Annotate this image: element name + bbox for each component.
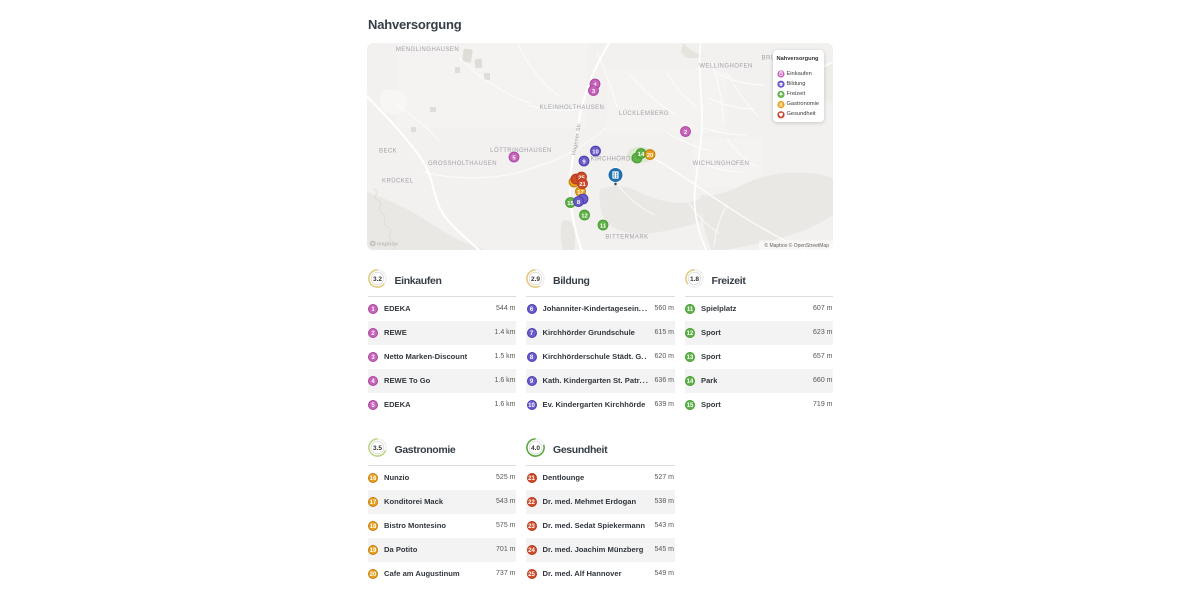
svg-text:2: 2 [684, 130, 688, 136]
svg-text:MENGLINGHAUSEN: MENGLINGHAUSEN [396, 47, 459, 53]
svg-text:LÖTTRINGHAUSEN: LÖTTRINGHAUSEN [490, 147, 552, 154]
svg-text:GROSSHOLTHAUSEN: GROSSHOLTHAUSEN [428, 161, 497, 167]
svg-text:3.5: 3.5 [372, 445, 381, 452]
svg-text:20: 20 [647, 153, 654, 159]
svg-text:3.2: 3.2 [372, 276, 381, 283]
svg-text:9: 9 [582, 159, 586, 165]
svg-text:WICHLINGHOFEN: WICHLINGHOFEN [693, 161, 750, 167]
svg-text:11: 11 [600, 223, 607, 229]
svg-text:3: 3 [592, 89, 596, 95]
svg-text:17: 17 [577, 190, 584, 196]
svg-text:WELLINGHOFEN: WELLINGHOFEN [699, 64, 752, 70]
svg-text:21: 21 [579, 182, 586, 188]
svg-text:LÜCKLEMBERG: LÜCKLEMBERG [619, 110, 669, 117]
svg-text:10: 10 [592, 149, 599, 155]
svg-text:15: 15 [567, 201, 574, 207]
svg-text:14: 14 [638, 152, 645, 158]
svg-text:© Mapbox © OpenStreetMap: © Mapbox © OpenStreetMap [764, 242, 829, 249]
svg-text:BECK: BECK [379, 149, 397, 155]
svg-text:4: 4 [593, 82, 597, 88]
svg-text:Hagener Str.: Hagener Str. [571, 122, 583, 156]
svg-text:5: 5 [512, 155, 516, 161]
svg-text:mapbox: mapbox [377, 242, 399, 248]
svg-text:1.8: 1.8 [689, 276, 698, 283]
svg-text:BITTERMARK: BITTERMARK [605, 235, 648, 241]
svg-text:KLEINHOLTHAUSEN: KLEINHOLTHAUSEN [540, 105, 605, 111]
svg-text:4.0: 4.0 [531, 445, 540, 452]
svg-text:2.9: 2.9 [531, 276, 540, 283]
svg-text:8: 8 [577, 200, 581, 206]
svg-text:12: 12 [581, 213, 588, 219]
svg-text:KRÜCKEL: KRÜCKEL [382, 178, 414, 185]
svg-text:KIRCHHÖRDE: KIRCHHÖRDE [591, 156, 636, 163]
